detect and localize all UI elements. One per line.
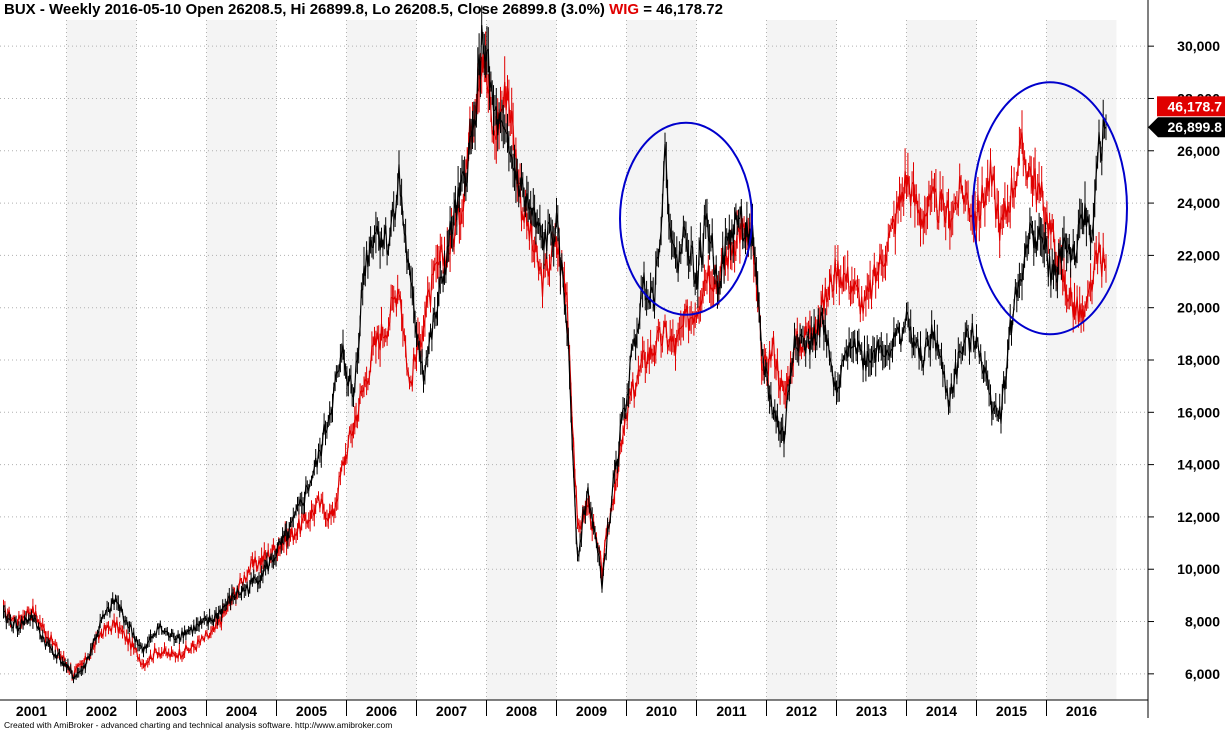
footer-credit: Created with AmiBroker - advanced charti… <box>4 720 393 730</box>
y-tick-label: 8,000 <box>1185 614 1220 630</box>
x-tick-label: 2008 <box>506 703 537 719</box>
y-tick-label: 14,000 <box>1177 457 1220 473</box>
y-tick-label: 24,000 <box>1177 195 1220 211</box>
x-axis-ticks: 2001 2002 2003 2004 2005 2006 2007 2008 2009 2010… <box>16 700 1097 719</box>
x-tick-label: 2005 <box>296 703 327 719</box>
title-bux-info: BUX - Weekly 2016-05-10 Open 26208.5, Hi… <box>4 1 605 18</box>
y-tick-label: 16,000 <box>1177 404 1220 420</box>
y-tick-label: 10,000 <box>1177 561 1220 577</box>
x-tick-label: 2015 <box>996 703 1027 719</box>
badge-wig-value: 46,178.7 <box>1168 98 1223 114</box>
x-tick-label: 2016 <box>1066 703 1097 719</box>
chart-title: BUX - Weekly 2016-05-10 Open 26208.5, Hi… <box>4 1 723 18</box>
x-tick-label: 2009 <box>576 703 607 719</box>
x-tick-label: 2003 <box>156 703 187 719</box>
badge-bux-value: 26,899.8 <box>1168 119 1223 135</box>
highlight-circle-2010 <box>619 121 753 316</box>
last-value-badges: 46,178.7 26,899.8 <box>1148 96 1225 138</box>
axes <box>0 0 1149 718</box>
badge-wig-bg <box>1157 96 1225 117</box>
x-tick-label: 2010 <box>646 703 677 719</box>
x-tick-label: 2011 <box>716 703 747 719</box>
x-tick-label: 2006 <box>366 703 397 719</box>
series-bux <box>3 5 1107 684</box>
title-wig-label: WIG <box>609 1 640 18</box>
title-wig-value: = 46,178.72 <box>643 1 723 18</box>
y-tick-label: 6,000 <box>1185 666 1220 682</box>
x-tick-label: 2012 <box>786 703 817 719</box>
x-tick-label: 2001 <box>16 703 47 719</box>
x-tick-label: 2007 <box>436 703 467 719</box>
x-tick-label: 2014 <box>926 703 957 719</box>
highlight-circles <box>619 81 1128 336</box>
x-tick-label: 2013 <box>856 703 887 719</box>
y-tick-label: 12,000 <box>1177 509 1220 525</box>
y-axis-ticks: 6,000 8,000 10,000 12,000 14,000 16,000 18,000… <box>1148 38 1220 682</box>
y-tick-label: 26,000 <box>1177 143 1220 159</box>
x-tick-label: 2002 <box>86 703 117 719</box>
badge-bux-bg <box>1148 117 1225 138</box>
y-tick-label: 20,000 <box>1177 300 1220 316</box>
y-tick-label: 22,000 <box>1177 247 1220 263</box>
series-bars-bux <box>3 5 1107 684</box>
highlight-circle-2015 <box>972 81 1128 336</box>
y-tick-label: 18,000 <box>1177 352 1220 368</box>
y-tick-label: 30,000 <box>1177 38 1220 54</box>
x-tick-label: 2004 <box>226 703 257 719</box>
